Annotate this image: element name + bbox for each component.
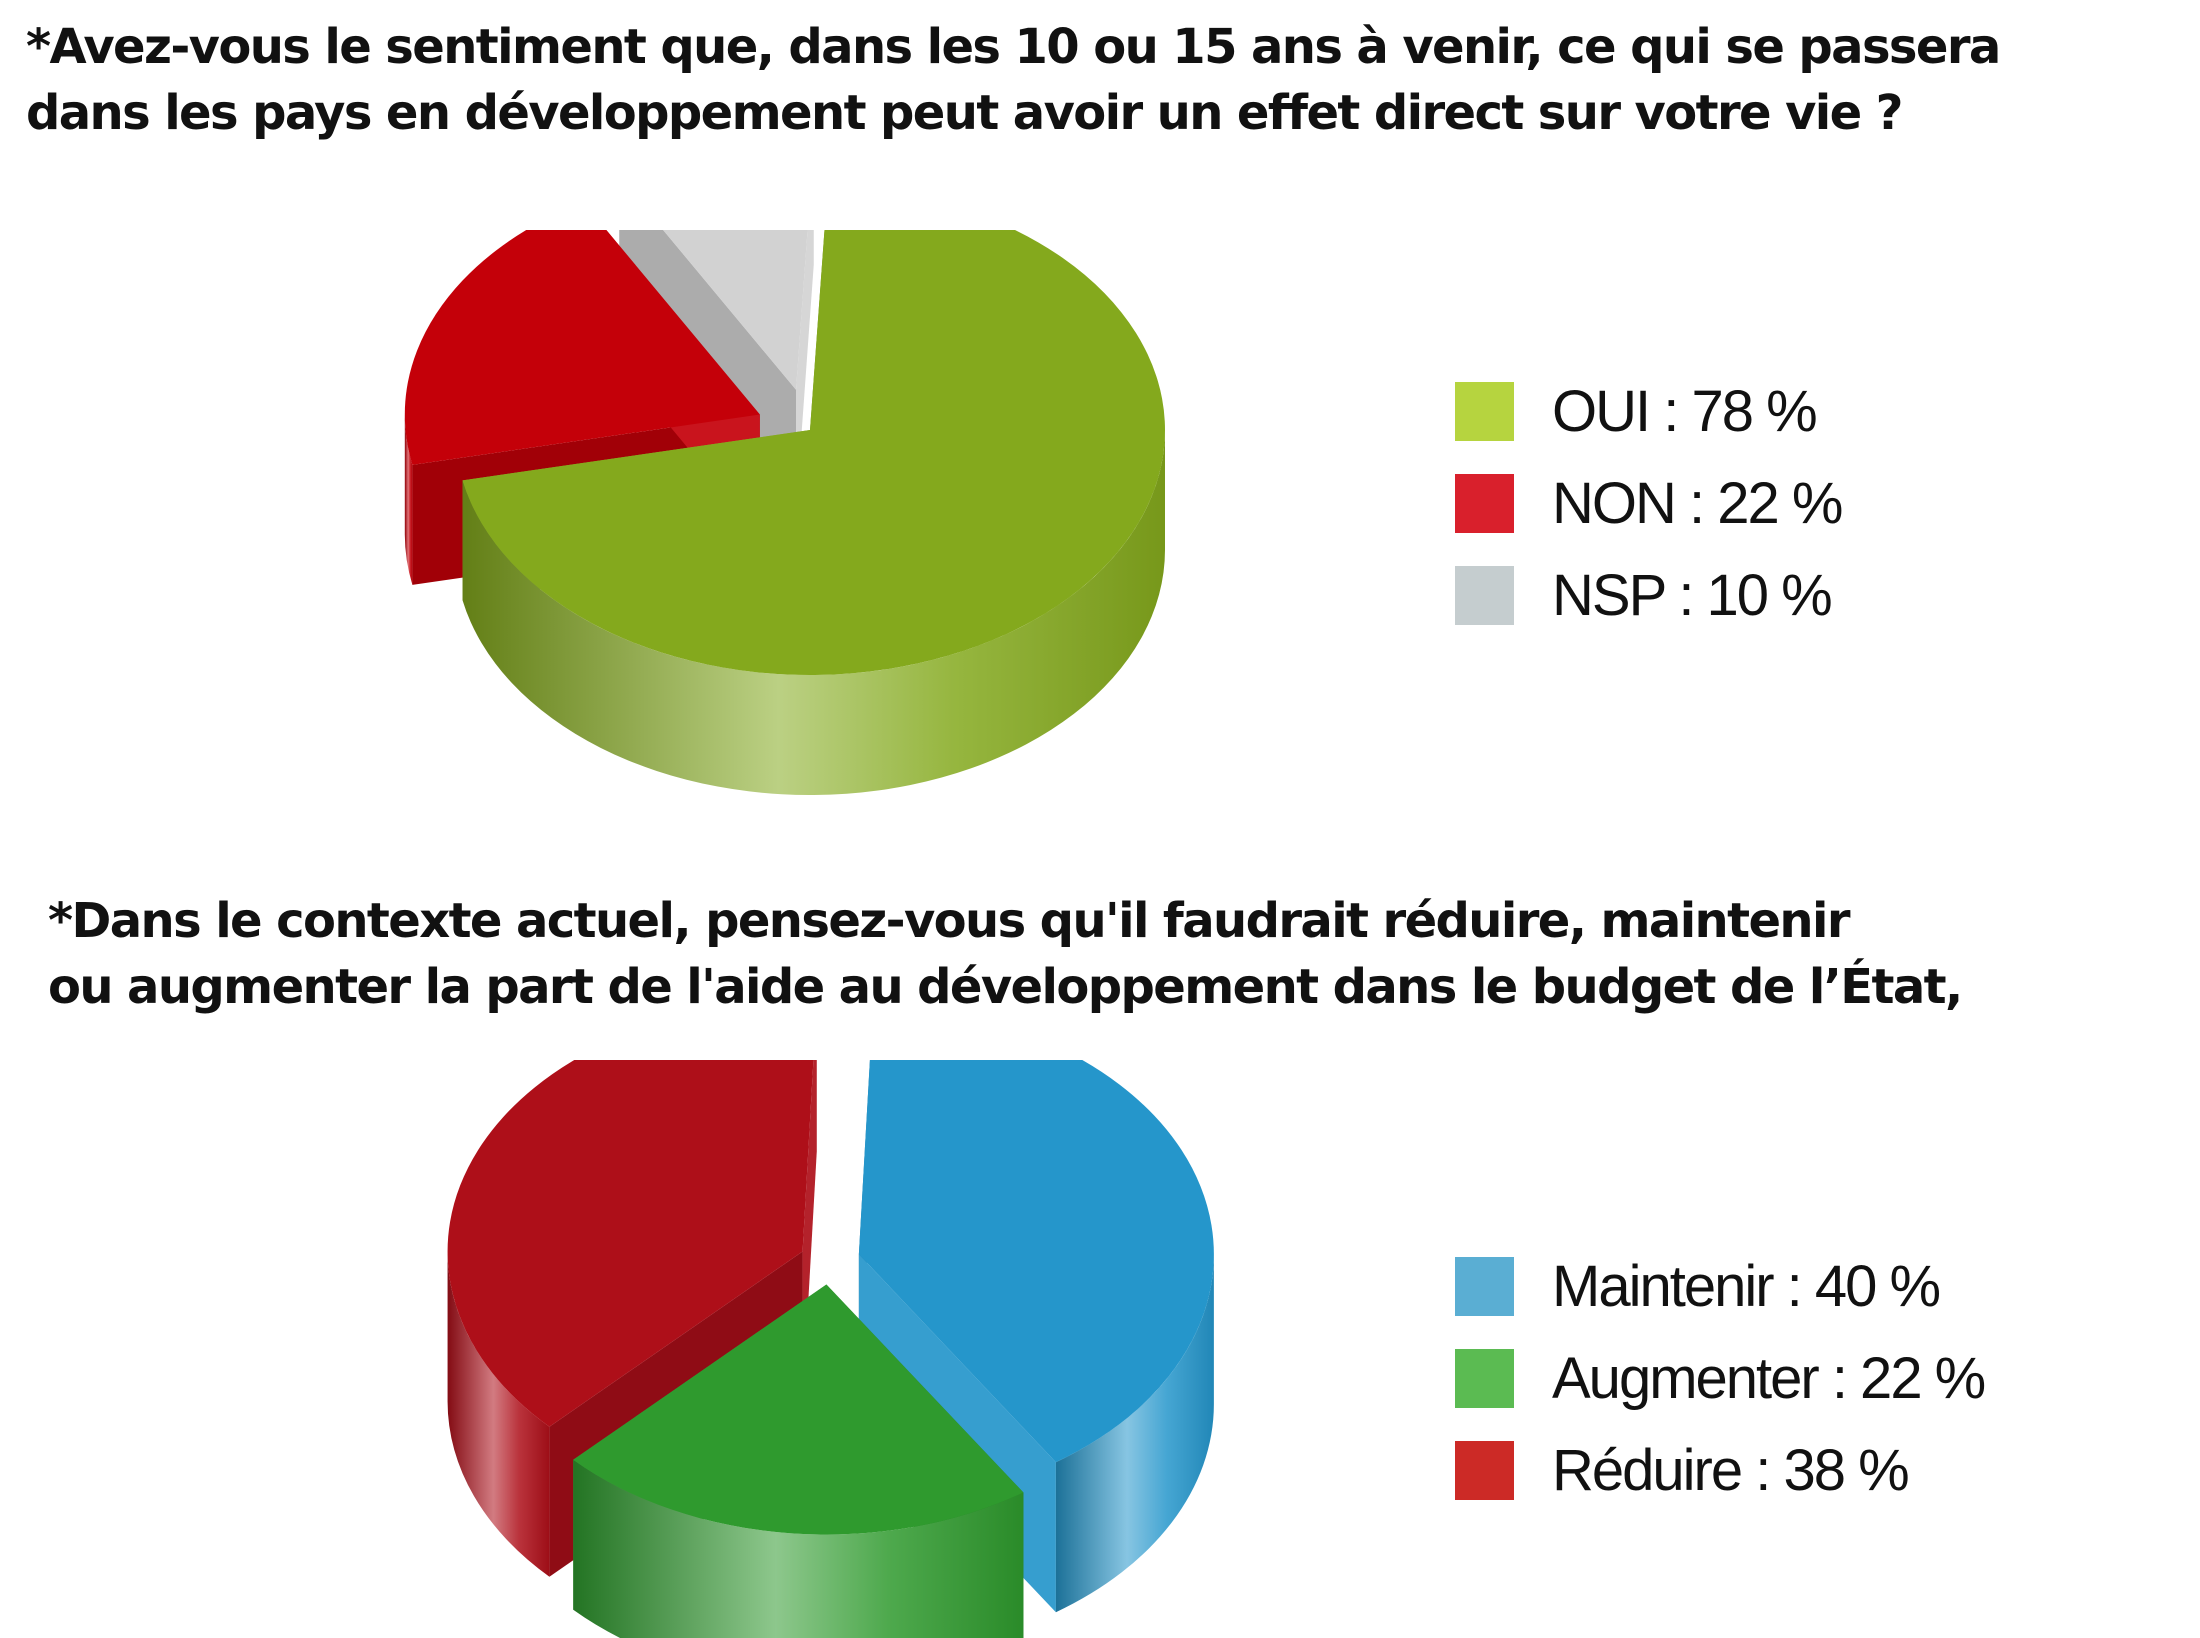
- legend-label-oui: OUI : 78 %: [1552, 378, 1818, 444]
- pie-slice-top-face: [663, 230, 808, 390]
- pie-slice-maintenir: [858, 1060, 1214, 1613]
- pie-slice-top-face: [462, 230, 1165, 675]
- legend-item-nsp: NSP : 10 %: [1455, 549, 1841, 641]
- legend-item-maintenir: Maintenir : 40 %: [1455, 1240, 1984, 1332]
- question-2-title: *Dans le contexte actuel, pensez-vous qu…: [48, 888, 1963, 1020]
- question-2-line-1: *Dans le contexte actuel, pensez-vous qu…: [48, 893, 1851, 949]
- pie-slice-outer-wall: [573, 1459, 1024, 1638]
- pie-slice-oui: [462, 230, 1166, 795]
- pie-slice-outer-wall: [1055, 1254, 1214, 1613]
- legend-swatch-maintenir: [1455, 1256, 1514, 1316]
- legend-item-augmenter: Augmenter : 22 %: [1455, 1332, 1986, 1424]
- pie-slice-augmenter: [573, 1284, 1024, 1638]
- legend-item-oui: OUI : 78 %: [1455, 365, 1841, 457]
- pie-chart-2: [447, 1060, 1214, 1638]
- pie-slice-outer-wall: [404, 414, 413, 585]
- legend-2: Maintenir : 40 % Augmenter : 22 % Réduir…: [1455, 1240, 1986, 1516]
- pie-slice-top-face: [858, 1060, 1214, 1463]
- legend-swatch-reduire: [1455, 1440, 1514, 1500]
- legend-label-nsp: NSP : 10 %: [1552, 562, 1833, 628]
- question-2-line-2: ou augmenter la part de l'aide au dévelo…: [48, 959, 1963, 1015]
- question-1-line-2: dans les pays en développement peut avoi…: [26, 85, 1904, 141]
- pie-slice-top-face: [573, 1284, 1024, 1535]
- legend-label-augmenter: Augmenter : 22 %: [1552, 1345, 1986, 1411]
- legend-item-reduire: Réduire : 38 %: [1455, 1424, 1984, 1516]
- pie-slice-outer-wall: [447, 1251, 550, 1577]
- legend-label-non: NON : 22 %: [1552, 470, 1843, 536]
- legend-swatch-oui: [1455, 381, 1514, 441]
- pie-slice-top-face: [447, 1060, 814, 1427]
- legend-label-maintenir: Maintenir : 40 %: [1552, 1253, 1941, 1319]
- legend-swatch-nsp: [1455, 565, 1514, 625]
- legend-1: OUI : 78 % NON : 22 % NSP : 10 %: [1455, 365, 1843, 641]
- pie-slice-top-face: [404, 230, 760, 465]
- pie-slice-outer-wall: [462, 430, 1166, 795]
- legend-label-reduire: Réduire : 38 %: [1552, 1437, 1910, 1503]
- pie-chart-1: [404, 230, 1166, 795]
- legend-swatch-augmenter: [1455, 1348, 1514, 1408]
- legend-item-non: NON : 22 %: [1455, 457, 1843, 549]
- question-1-title: *Avez-vous le sentiment que, dans les 10…: [26, 14, 2001, 146]
- question-1-line-1: *Avez-vous le sentiment que, dans les 10…: [26, 19, 2001, 75]
- legend-swatch-non: [1455, 473, 1514, 533]
